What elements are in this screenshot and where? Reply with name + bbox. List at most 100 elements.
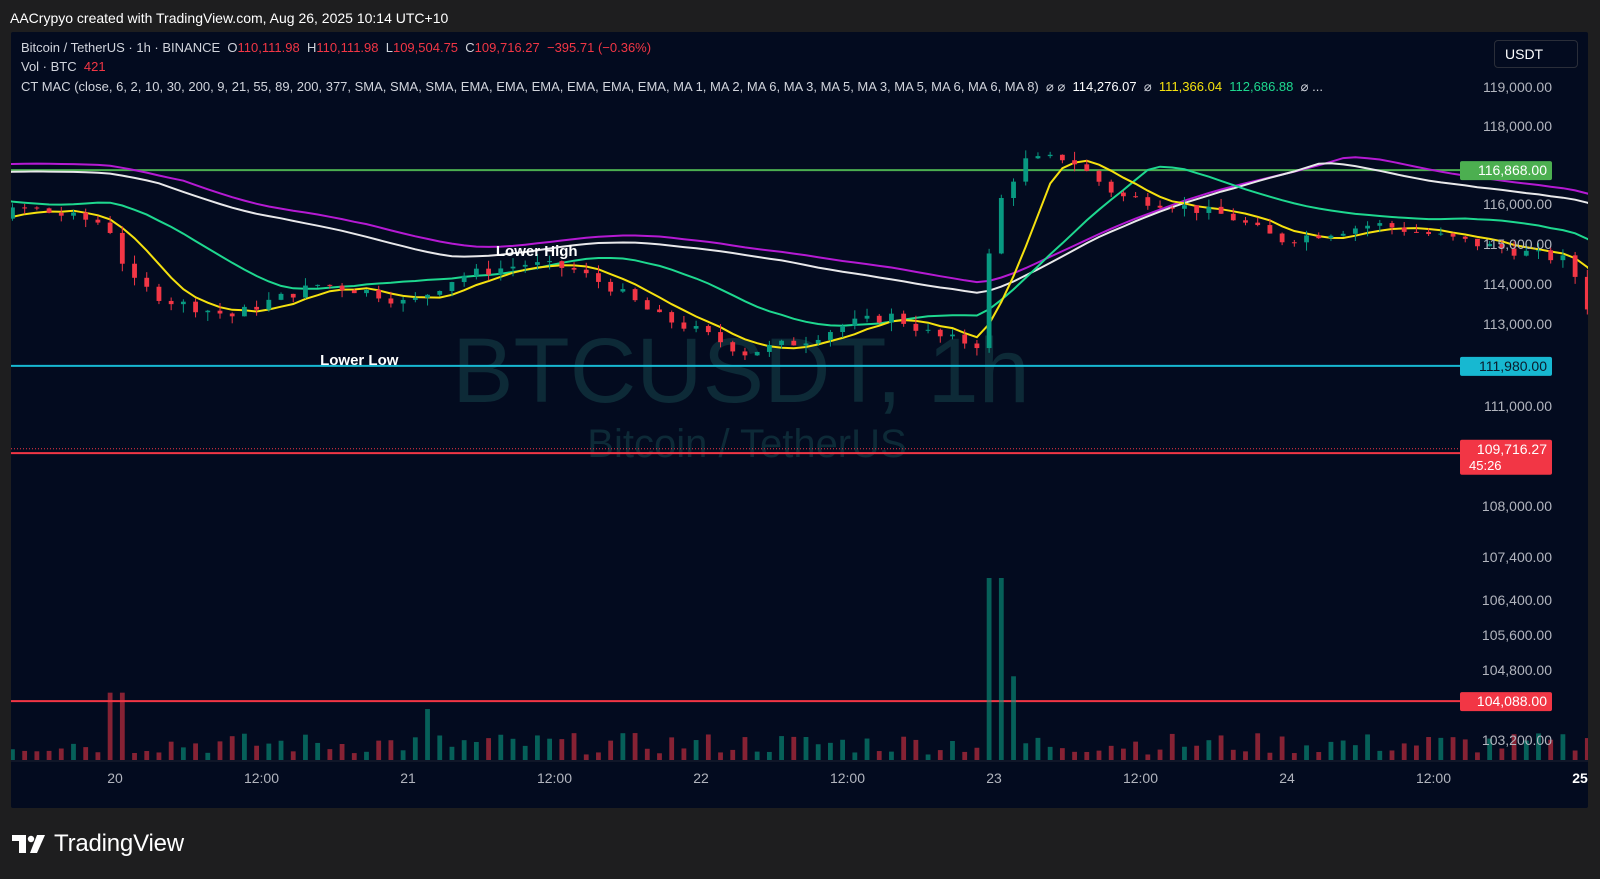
candle-body (1401, 227, 1407, 232)
candle-body (632, 289, 638, 301)
time-axis-label: 12:00 (830, 770, 865, 786)
candle-body (400, 299, 406, 304)
legend-symbol[interactable]: Bitcoin / TetherUS · 1h · BINANCE (21, 40, 221, 55)
volume-bar (1035, 737, 1041, 760)
candle-body (693, 326, 699, 329)
candle-body (1291, 242, 1297, 244)
candle-body (1426, 231, 1432, 235)
candle-body (229, 313, 235, 317)
candle-body (937, 329, 943, 337)
candle-body (364, 289, 369, 294)
ma-hidden-icon: ⌀ (1300, 79, 1309, 94)
candle-body (1475, 238, 1480, 247)
time-axis-label: 24 (1279, 770, 1295, 786)
legend-more[interactable]: ... (1312, 79, 1323, 94)
price-axis-label: 108,000.00 (1482, 498, 1552, 514)
candle-body (1047, 154, 1053, 157)
candle-body (58, 212, 64, 216)
candle-body (1121, 192, 1126, 197)
volume-bar (913, 739, 919, 760)
volume-bar (303, 734, 308, 760)
watermark-name: Bitcoin / TetherUS (587, 422, 906, 466)
level-price-tag-label: 116,868.00 (1478, 162, 1547, 178)
volume-bar (278, 740, 284, 760)
candle-body (1084, 164, 1090, 171)
volume-bar (412, 737, 418, 760)
volume-bar (1438, 737, 1444, 760)
volume-bar (71, 743, 76, 760)
candle-body (107, 222, 113, 233)
volume-bar (242, 733, 247, 760)
volume-bar (803, 737, 809, 760)
volume-bar (754, 751, 760, 760)
price-axis-label: 115,000.00 (1483, 236, 1552, 252)
volume-bar (1230, 749, 1236, 760)
candle-body (193, 301, 198, 313)
volume-bar (1365, 734, 1370, 760)
candle-body (290, 293, 296, 298)
candle-body (1072, 160, 1077, 165)
volume-bar (229, 736, 235, 760)
volume-bar (742, 737, 748, 760)
legend-volume-label[interactable]: Vol · BTC (21, 59, 77, 74)
volume-bar (828, 742, 833, 760)
candle-body (535, 262, 540, 265)
candle-body (144, 277, 150, 287)
level-price-tag: 116,868.00 (1460, 161, 1552, 181)
time-axis-label: 25 (1572, 770, 1588, 786)
candle-body (1157, 205, 1163, 208)
candle-body (498, 268, 504, 275)
candle-body (254, 306, 260, 310)
volume-bar (596, 752, 601, 760)
volume-bar (571, 733, 577, 760)
level-price-tag-label: 111,980.00 (1479, 358, 1547, 374)
tradingview-logo[interactable]: TradingView (12, 830, 184, 858)
volume-bar (1121, 748, 1126, 760)
volume-bar (1536, 733, 1541, 760)
volume-bar (1414, 745, 1419, 760)
volume-bar (1523, 740, 1529, 760)
volume-bar (1145, 754, 1151, 760)
currency-button[interactable]: USDT (1494, 40, 1578, 68)
candle-body (669, 312, 675, 323)
legend-high-label: H (306, 40, 317, 55)
candle-body (657, 309, 662, 313)
volume-bar (535, 735, 540, 760)
volume-bar (644, 748, 650, 760)
candle-body (1450, 233, 1456, 237)
ma-yellow-line (11, 159, 1588, 350)
candle-body (1572, 255, 1578, 277)
volume-bar (1450, 737, 1456, 760)
volume-bar (681, 748, 687, 760)
volume-bar (1255, 733, 1261, 760)
candle-body (766, 344, 772, 352)
candle-body (266, 299, 272, 310)
volume-bar (1572, 750, 1578, 760)
candle-body (742, 351, 748, 356)
legend-ma-yellow-value: 111,366.04 (1158, 79, 1223, 94)
candle-body (1169, 207, 1175, 209)
candle-body (1243, 220, 1248, 223)
price-axis-label: 107,400.00 (1482, 549, 1552, 565)
price-axis-label: 113,000.00 (1483, 316, 1552, 332)
volume-bar (34, 751, 40, 760)
volume-bar (168, 741, 174, 760)
volume-bar (559, 739, 565, 760)
candle-body (1584, 276, 1588, 310)
candle-body (571, 267, 577, 270)
legend-indicator[interactable]: CT MAC (close, 6, 2, 10, 30, 200, 9, 21,… (21, 79, 1039, 94)
candle-body (681, 322, 687, 329)
volume-bar (1072, 751, 1077, 760)
candle-body (852, 318, 858, 326)
ma-purple-line (11, 156, 1588, 284)
volume-bar (11, 749, 15, 760)
volume-bar (583, 754, 589, 760)
candle-body (1511, 248, 1517, 256)
candle-body (925, 329, 931, 331)
time-axis-label: 12:00 (244, 770, 279, 786)
volume-bar (107, 692, 113, 760)
volume-bar (791, 736, 797, 760)
legend-change: −395.71 (−0.36%) (546, 40, 652, 55)
